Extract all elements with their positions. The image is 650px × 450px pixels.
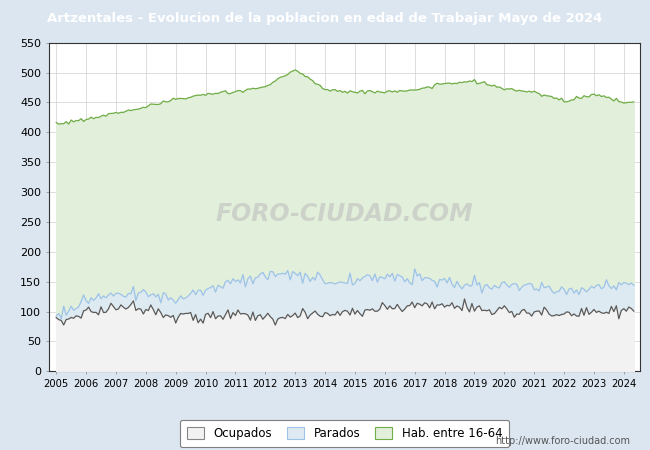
Text: FORO-CIUDAD.COM: FORO-CIUDAD.COM [216,202,473,225]
Text: Artzentales - Evolucion de la poblacion en edad de Trabajar Mayo de 2024: Artzentales - Evolucion de la poblacion … [47,12,603,25]
Text: http://www.foro-ciudad.com: http://www.foro-ciudad.com [495,436,630,446]
Legend: Ocupados, Parados, Hab. entre 16-64: Ocupados, Parados, Hab. entre 16-64 [179,420,510,447]
